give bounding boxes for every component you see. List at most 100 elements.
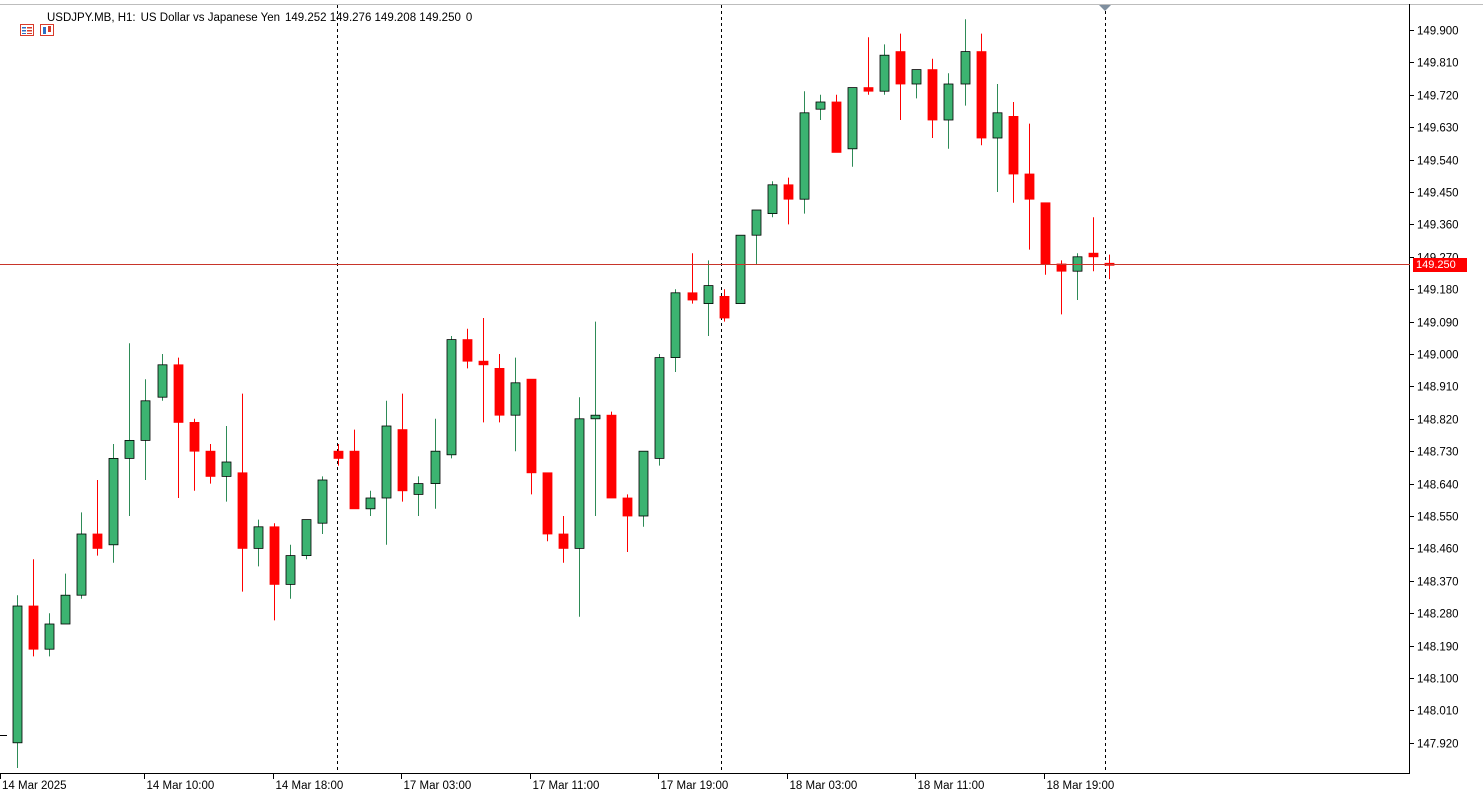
candle[interactable] xyxy=(1072,253,1083,300)
candle[interactable] xyxy=(1104,254,1115,280)
candle[interactable] xyxy=(333,444,344,466)
candle[interactable] xyxy=(173,357,184,498)
current-price-label: 149.250 xyxy=(1413,257,1467,272)
candle[interactable] xyxy=(799,91,810,214)
candle[interactable] xyxy=(542,472,553,542)
candle[interactable] xyxy=(76,512,87,599)
y-tick-label: 149.090 xyxy=(1417,318,1459,330)
y-tick-label: 147.920 xyxy=(1417,739,1459,751)
y-tick-label: 148.100 xyxy=(1417,674,1459,686)
candle[interactable] xyxy=(911,69,922,99)
candle[interactable] xyxy=(927,58,938,138)
candle[interactable] xyxy=(365,490,376,516)
candle[interactable] xyxy=(140,379,151,480)
candle[interactable] xyxy=(1008,102,1019,203)
bull-candle-body xyxy=(767,184,778,215)
candle[interactable] xyxy=(494,354,505,423)
candle[interactable] xyxy=(863,37,874,95)
candle[interactable] xyxy=(12,595,23,768)
candle[interactable] xyxy=(992,84,1003,192)
bear-candle-body xyxy=(783,184,794,200)
candle[interactable] xyxy=(943,73,954,149)
candle[interactable] xyxy=(349,429,360,510)
symbol-description: US Dollar vs Japanese Yen xyxy=(140,12,280,24)
bull-candle-body xyxy=(413,483,424,495)
chart-list-icon[interactable] xyxy=(7,12,34,36)
candle[interactable] xyxy=(157,354,168,401)
bull-candle-body xyxy=(317,479,328,524)
candle[interactable] xyxy=(638,450,649,527)
candle[interactable] xyxy=(269,523,280,621)
candle[interactable] xyxy=(413,476,424,516)
bull-candle-body xyxy=(992,112,1003,139)
bull-candle-body xyxy=(751,209,762,236)
bear-candle-body xyxy=(976,51,987,139)
x-tick-label: 17 Mar 03:00 xyxy=(404,780,472,792)
candle[interactable] xyxy=(815,94,826,120)
candle[interactable] xyxy=(719,289,730,322)
candle[interactable] xyxy=(44,613,55,657)
bull-candle-body xyxy=(301,519,312,556)
candle[interactable] xyxy=(124,343,135,516)
bear-candle-body xyxy=(558,533,569,549)
candle[interactable] xyxy=(237,393,248,592)
candle[interactable] xyxy=(687,253,698,304)
candle[interactable] xyxy=(397,393,408,502)
candle[interactable] xyxy=(510,357,521,452)
bull-candle-body xyxy=(221,461,232,477)
candle[interactable] xyxy=(381,400,392,545)
candle[interactable] xyxy=(253,519,264,567)
bear-candle-body xyxy=(349,450,360,510)
candle[interactable] xyxy=(879,44,890,95)
candle[interactable] xyxy=(976,33,987,146)
candles-layer xyxy=(12,19,1115,768)
y-tick-label: 149.360 xyxy=(1417,220,1459,232)
candle[interactable] xyxy=(60,573,71,625)
candle[interactable] xyxy=(735,234,746,304)
candle[interactable] xyxy=(831,94,842,153)
bear-candle-body xyxy=(237,472,248,549)
y-tick-label: 149.540 xyxy=(1417,156,1459,168)
x-tick-label: 18 Mar 03:00 xyxy=(790,780,858,792)
y-tick-label: 149.810 xyxy=(1417,58,1459,70)
candle[interactable] xyxy=(478,318,489,423)
candle[interactable] xyxy=(767,181,778,218)
bear-candle-body xyxy=(189,421,200,452)
candle[interactable] xyxy=(462,328,473,369)
candle[interactable] xyxy=(847,87,858,167)
candle[interactable] xyxy=(205,444,216,484)
candle[interactable] xyxy=(1024,123,1035,250)
candle[interactable] xyxy=(783,177,794,225)
candle[interactable] xyxy=(1056,260,1067,315)
candle[interactable] xyxy=(590,321,601,516)
candle[interactable] xyxy=(574,397,585,617)
candle[interactable] xyxy=(703,260,714,336)
candle[interactable] xyxy=(301,519,312,560)
candle[interactable] xyxy=(606,411,617,499)
candle[interactable] xyxy=(895,33,906,120)
candle[interactable] xyxy=(430,418,441,509)
candle[interactable] xyxy=(622,494,633,552)
candle[interactable] xyxy=(189,418,200,491)
candle[interactable] xyxy=(28,559,39,657)
candle[interactable] xyxy=(960,19,971,106)
bull-candle-body xyxy=(76,533,87,596)
candle[interactable] xyxy=(1088,217,1099,272)
candle[interactable] xyxy=(446,336,457,459)
candle[interactable] xyxy=(654,354,665,466)
candle[interactable] xyxy=(108,444,119,563)
candle[interactable] xyxy=(526,378,537,495)
candle[interactable] xyxy=(317,476,328,534)
chart-header: USDJPY.MB, H1: US Dollar vs Japanese Yen… xyxy=(7,10,477,36)
shift-marker-icon[interactable] xyxy=(1099,5,1111,11)
candle[interactable] xyxy=(751,209,762,264)
bear-candle-body xyxy=(863,87,874,92)
bull-candle-body xyxy=(879,54,890,92)
candle[interactable] xyxy=(92,480,103,556)
candle[interactable] xyxy=(670,289,681,372)
candle[interactable] xyxy=(558,516,569,563)
candle[interactable] xyxy=(221,426,232,502)
candle[interactable] xyxy=(285,544,296,599)
chart-window-icon[interactable] xyxy=(27,12,54,36)
